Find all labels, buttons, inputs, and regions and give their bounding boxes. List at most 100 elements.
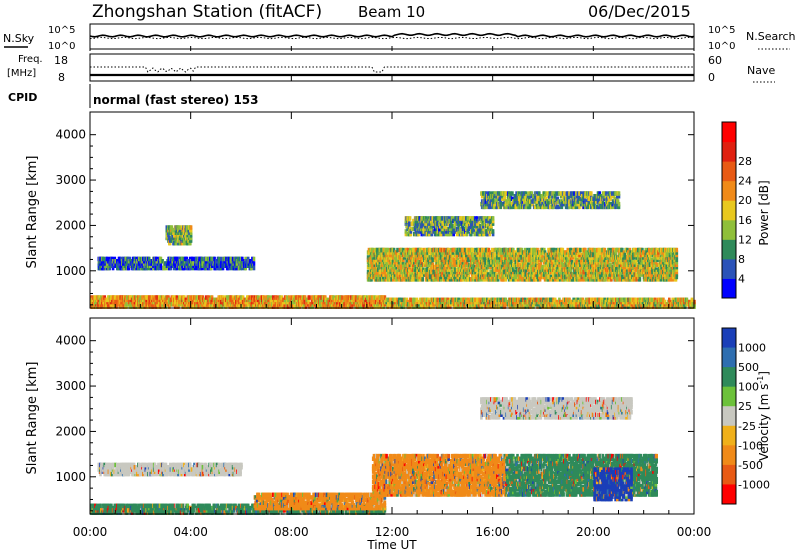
echo-cell [581,267,585,272]
echo-cell [412,262,415,267]
echo-cell [424,269,428,275]
echo-cell [206,265,210,271]
echo-cell [573,304,576,309]
echo-cell [436,297,440,303]
echo-cell [183,295,186,300]
echo-cell [181,259,184,264]
echo-cell [230,295,233,300]
echo-cell [398,264,402,270]
echo-cell [98,295,101,300]
echo-cell [541,247,544,253]
echo-cell [243,302,247,307]
echo-cell [287,304,290,309]
echo-cell [519,267,523,272]
echo-cell [373,262,377,267]
echo-cell [428,260,431,265]
echo-cell [569,252,573,258]
echo-cell [453,269,456,275]
echo-cell [501,272,504,277]
echo-cell [251,256,254,262]
echo-cell [439,277,443,282]
echo-cell [556,257,559,263]
echo-cell [433,277,437,282]
echo-cell [552,255,555,260]
echo-cell [453,272,456,277]
echo-cell [542,250,545,255]
echo-cell [465,255,468,260]
echo-cell [501,297,505,303]
echo-cell [240,259,243,264]
echo-cell [484,277,487,282]
echo-cell [470,250,474,255]
echo-cell [503,302,507,307]
echo-cell [316,302,320,307]
echo-cell [523,262,527,267]
echo-cell [496,260,499,265]
echo-cell [587,277,591,282]
echo-cell [532,257,536,263]
echo-cell [464,247,467,253]
echo-cell [145,265,148,271]
echo-cell [383,262,387,267]
echo-cell [454,257,457,263]
echo-cell [116,265,120,271]
echo-cell [608,302,611,307]
echo-cell [230,256,233,262]
echo-cell [595,302,598,307]
echo-cell [535,272,538,277]
echo-cell [530,250,533,255]
echo-cell [486,274,489,280]
echo-cell [111,256,114,262]
echo-cell [552,267,555,272]
echo-cell [461,267,465,272]
echo-cell [175,295,179,300]
echo-cell [114,259,117,264]
echo-cell [213,256,216,262]
echo-cell [544,264,548,270]
echo-cell [588,274,591,280]
echo-cell [407,269,410,275]
echo-cell [445,272,449,277]
echo-cell [126,297,129,303]
echo-cell [133,256,137,262]
echo-cell [540,252,544,258]
echo-cell [418,304,421,309]
echo-cell [539,269,543,275]
echo-cell [433,255,437,260]
echo-cell [479,262,482,267]
echo-cell [496,257,499,263]
echo-cell [374,260,377,265]
echo-cell [237,297,241,303]
echo-cell [427,272,430,277]
echo-cell [528,264,532,270]
echo-cell [543,247,546,253]
echo-cell [526,272,529,277]
echo-cell [183,265,186,271]
echo-cell [407,264,411,270]
echo-cell [113,256,117,262]
echo-cell [423,247,426,253]
echo-cell [233,302,236,307]
echo-cell [371,304,375,309]
echo-cell [383,302,387,307]
echo-cell [402,262,405,267]
echo-cell [431,267,434,272]
echo-cell [163,302,166,307]
echo-cell [524,304,528,309]
echo-cell [563,264,566,270]
echo-cell [538,297,541,303]
echo-cell [289,295,293,300]
echo-cell [535,297,538,303]
echo-cell [650,304,653,309]
echo-cell [398,304,402,309]
echo-cell [120,302,123,307]
date-label: 06/Dec/2015 [588,2,691,21]
echo-cell [579,269,583,275]
echo-cell [236,304,240,309]
echo-cell [685,297,689,303]
echo-cell [191,256,195,262]
echo-cell [397,252,400,258]
echo-cell [449,264,452,270]
echo-cell [245,259,248,264]
echo-cell [217,256,221,262]
